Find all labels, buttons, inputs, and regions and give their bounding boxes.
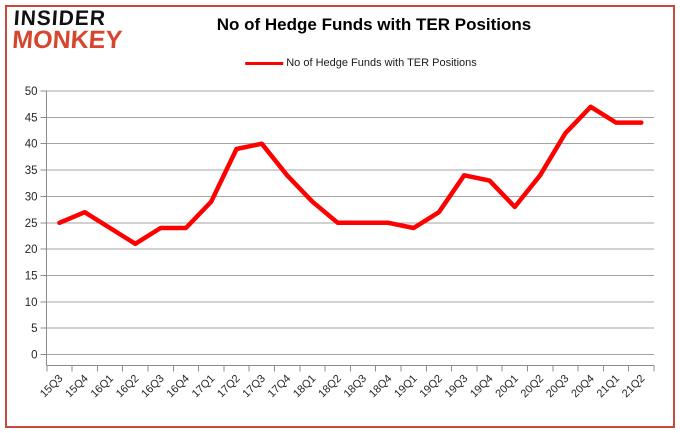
chart-title: No of Hedge Funds with TER Positions (216, 15, 532, 34)
insider-monkey-logo: INSIDER MONKEY (11, 7, 124, 54)
x-tick-label: 18Q3 (342, 373, 370, 401)
x-tick-label: 15Q4 (63, 373, 91, 401)
x-tick-label: 20Q2 (519, 373, 547, 401)
y-tick-label: 40 (25, 139, 38, 151)
x-tick-label: 20Q1 (493, 373, 521, 401)
x-tick-label: 17Q3 (240, 373, 268, 401)
x-tick-label: 16Q3 (139, 373, 167, 401)
legend-label: No of Hedge Funds with TER Positions (286, 57, 477, 69)
y-tick-label: 50 (25, 86, 38, 98)
x-tick-label: 18Q4 (367, 373, 395, 401)
x-tick-label: 17Q4 (266, 373, 294, 401)
x-tick-label: 18Q1 (291, 373, 319, 401)
x-tick-label: 17Q2 (215, 373, 243, 401)
y-tick-label: 10 (25, 297, 38, 309)
x-tick-label: 21Q2 (620, 373, 648, 401)
x-tick-label: 18Q2 (316, 373, 344, 401)
x-tick-label: 19Q3 (443, 373, 471, 401)
x-tick-label: 20Q4 (569, 373, 597, 401)
legend: No of Hedge Funds with TER Positions (245, 57, 477, 69)
logo-line-monkey: MONKEY (11, 25, 124, 54)
y-tick-label: 30 (25, 191, 38, 203)
x-tick-label: 16Q1 (89, 373, 117, 401)
x-tick-label: 15Q3 (38, 373, 66, 401)
y-tick-label: 35 (25, 165, 38, 177)
y-tick-label: 25 (25, 218, 38, 230)
x-tick-label: 17Q1 (190, 373, 218, 401)
legend-line-swatch (245, 61, 284, 65)
chart-frame-border (5, 5, 675, 428)
x-tick-label: 21Q1 (595, 373, 623, 401)
x-tick-label: 16Q2 (114, 373, 142, 401)
y-tick-label: 5 (31, 323, 37, 335)
x-tick-label: 20Q3 (544, 373, 572, 401)
x-tick-label: 19Q1 (392, 373, 420, 401)
hedge-funds-series-line (57, 104, 644, 247)
y-tick-label: 45 (25, 112, 38, 124)
x-tick-label: 19Q4 (468, 373, 496, 401)
y-tick-label: 0 (31, 350, 37, 362)
y-tick-label: 20 (25, 244, 38, 256)
x-tick-label: 16Q4 (164, 373, 192, 401)
y-tick-label: 15 (25, 270, 38, 282)
x-tick-label: 19Q2 (417, 373, 445, 401)
